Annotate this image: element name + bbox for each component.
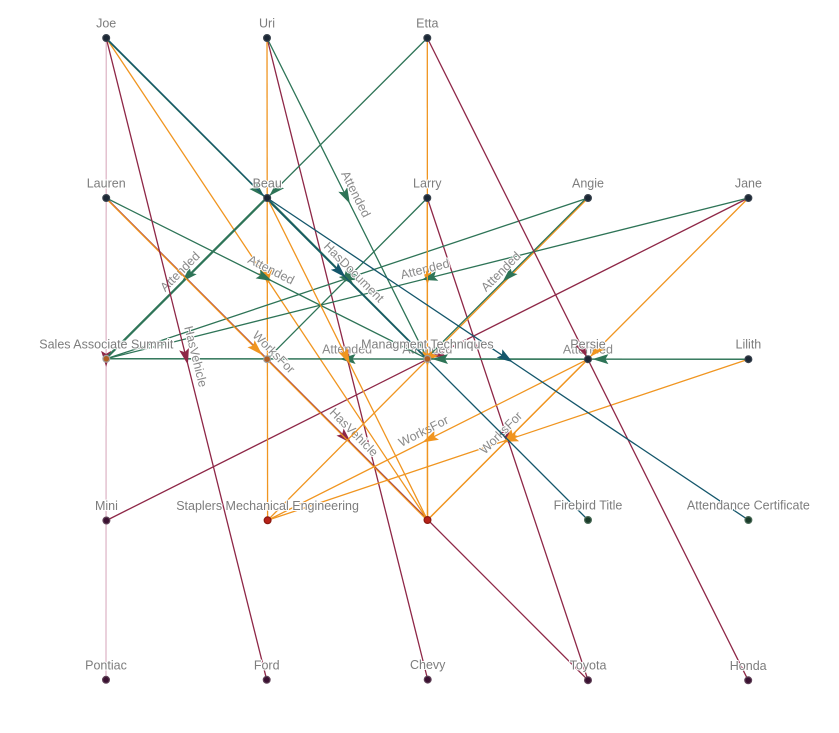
svg-text:Staplers Mechanical Engineerin: Staplers Mechanical Engineering [176,499,359,513]
svg-text:Lilith: Lilith [736,338,762,352]
svg-text:Persie: Persie [570,338,605,352]
svg-text:Beau: Beau [253,177,282,191]
svg-text:Mini: Mini [95,499,118,513]
svg-text:Etta: Etta [416,17,438,31]
svg-text:Uri: Uri [259,17,275,31]
svg-text:Chevy: Chevy [410,658,446,672]
svg-text:Pontiac: Pontiac [85,658,127,672]
svg-text:Lauren: Lauren [87,177,126,191]
svg-text:Honda: Honda [730,659,767,673]
svg-text:Managment Techniques: Managment Techniques [361,337,494,351]
svg-text:Firebird Title: Firebird Title [554,499,623,513]
svg-text:Joe: Joe [96,17,116,31]
svg-text:Larry: Larry [413,177,442,191]
svg-text:Toyota: Toyota [570,659,607,673]
svg-text:Jane: Jane [735,177,762,191]
svg-text:Angie: Angie [572,177,604,191]
svg-text:Sales Associate Summit: Sales Associate Summit [39,337,174,351]
svg-text:Attendance Certificate: Attendance Certificate [687,499,810,513]
svg-text:Ford: Ford [254,658,280,672]
